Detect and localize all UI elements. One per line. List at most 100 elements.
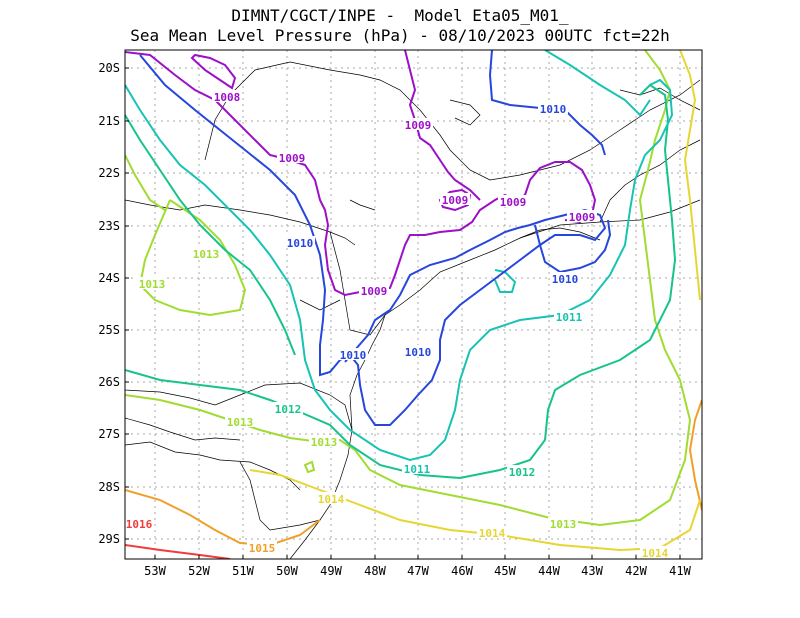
contour-label-bg	[225, 415, 255, 427]
contour-label: 1009	[569, 211, 596, 224]
contour-label: 1011	[556, 311, 583, 324]
contour-label: 1010	[552, 273, 579, 286]
contour-label: 1013	[311, 436, 338, 449]
contour-label-bg	[403, 118, 433, 130]
contour-label-bg	[285, 236, 315, 248]
lat-tick-label: 27S	[98, 427, 120, 441]
contour-label: 1010	[540, 103, 567, 116]
latitude-axis: 20S 21S 22S 23S 24S 25S 26S 27S 28S 29S	[98, 61, 129, 546]
lat-tick-label: 24S	[98, 271, 120, 285]
longitude-axis: 53W 52W 51W 50W 49W 48W 47W 46W 45W 44W 43W 42W 41W	[144, 555, 692, 578]
isobar-1015	[125, 489, 321, 547]
lat-tick-label: 21S	[98, 114, 120, 128]
lat-tick-label: 28S	[98, 480, 120, 494]
lon-tick-label: 41W	[669, 564, 691, 578]
contour-label: 1014	[318, 493, 345, 506]
lon-tick-label: 42W	[625, 564, 647, 578]
lat-tick-label: 20S	[98, 61, 120, 75]
contour-label-bg	[640, 546, 670, 558]
isobar-1011	[125, 78, 674, 462]
contour-label-bg	[538, 102, 568, 114]
contour-label: 1016	[126, 518, 153, 531]
contour-label-bg	[507, 465, 537, 477]
contour-label-bg	[277, 151, 307, 163]
lon-tick-label: 53W	[144, 564, 166, 578]
contour-label: 1010	[340, 349, 367, 362]
contour-label: 1009	[361, 285, 388, 298]
contour-label: 1014	[642, 547, 669, 560]
contour-label: 1015	[249, 542, 276, 555]
isobar-1009	[125, 51, 597, 297]
contour-label-bg	[247, 541, 277, 553]
isobar-1013-nw	[125, 154, 166, 211]
contour-label: 1012	[275, 403, 302, 416]
contour-label: 1009	[405, 119, 432, 132]
contour-label-bg	[403, 345, 433, 357]
contour-label-bg	[498, 195, 528, 207]
lon-tick-label: 50W	[276, 564, 298, 578]
contour-labels: 1008 1009 1009 1009 1009 1009 1009 1010 1010 1010…	[124, 90, 670, 560]
map-title: DIMNT/CGCT/INPE - Model Eta05_M01_	[231, 6, 569, 25]
map-frame	[124, 49, 703, 560]
contour-label-bg	[124, 517, 154, 529]
isobar-1013	[125, 50, 692, 527]
lat-tick-label: 25S	[98, 323, 120, 337]
isobar-1014-north	[679, 50, 701, 301]
contour-label-bg	[550, 272, 580, 284]
lon-tick-label: 48W	[364, 564, 386, 578]
contour-label-bg	[309, 435, 339, 447]
isobar-1009-north	[404, 50, 481, 201]
contour-label-bg	[359, 284, 389, 296]
contour-label: 1009	[279, 152, 306, 165]
lon-tick-label: 46W	[451, 564, 473, 578]
isobar-1012-west	[125, 114, 296, 356]
contour-label-bg	[137, 277, 167, 289]
contour-label: 1012	[509, 466, 536, 479]
contour-label-bg	[440, 193, 470, 205]
lon-tick-label: 52W	[188, 564, 210, 578]
lon-tick-label: 43W	[581, 564, 603, 578]
isobar-1013-cell	[303, 460, 316, 474]
lon-tick-label: 45W	[494, 564, 516, 578]
contour-label: 1011	[404, 463, 431, 476]
isobar-1012	[125, 83, 677, 480]
lat-tick-label: 26S	[98, 375, 120, 389]
contour-label: 1013	[139, 278, 166, 291]
isobar-1016	[125, 544, 231, 559]
contour-label-bg	[212, 90, 242, 102]
isobar-1011-loop	[494, 269, 517, 293]
lon-tick-label: 47W	[407, 564, 429, 578]
contour-label-bg	[554, 310, 584, 322]
contour-label: 1009	[500, 196, 527, 209]
contour-label-bg	[477, 526, 507, 538]
contour-label: 1013	[193, 248, 220, 261]
contour-label: 1008	[214, 91, 241, 104]
contour-label: 1010	[287, 237, 314, 250]
lat-tick-label: 22S	[98, 166, 120, 180]
lat-tick-label: 29S	[98, 532, 120, 546]
isobar-1010-east	[534, 219, 612, 274]
contour-label-bg	[316, 492, 346, 504]
contour-label-bg	[548, 517, 578, 529]
coastline-borders	[125, 61, 701, 559]
contour-label: 1009	[442, 194, 469, 207]
contour-label-bg	[338, 348, 368, 360]
isobar-1011-north	[544, 50, 651, 117]
lon-tick-label: 51W	[232, 564, 254, 578]
contour-label-bg	[402, 462, 432, 474]
contour-label-bg	[191, 247, 221, 259]
contour-label: 1010	[405, 346, 432, 359]
contour-label: 1013	[550, 518, 577, 531]
contour-label: 1013	[227, 416, 254, 429]
map-subtitle: Sea Mean Level Pressure (hPa) - 08/10/20…	[130, 26, 670, 45]
lon-tick-label: 44W	[538, 564, 560, 578]
isobar-1008	[190, 53, 237, 90]
isobar-1013-west	[138, 199, 247, 317]
isobar-1014	[249, 469, 701, 552]
contour-label-bg	[567, 210, 597, 222]
lat-tick-label: 23S	[98, 219, 120, 233]
isobar-1010	[139, 54, 607, 426]
lon-tick-label: 49W	[320, 564, 342, 578]
contour-label-bg	[273, 402, 303, 414]
